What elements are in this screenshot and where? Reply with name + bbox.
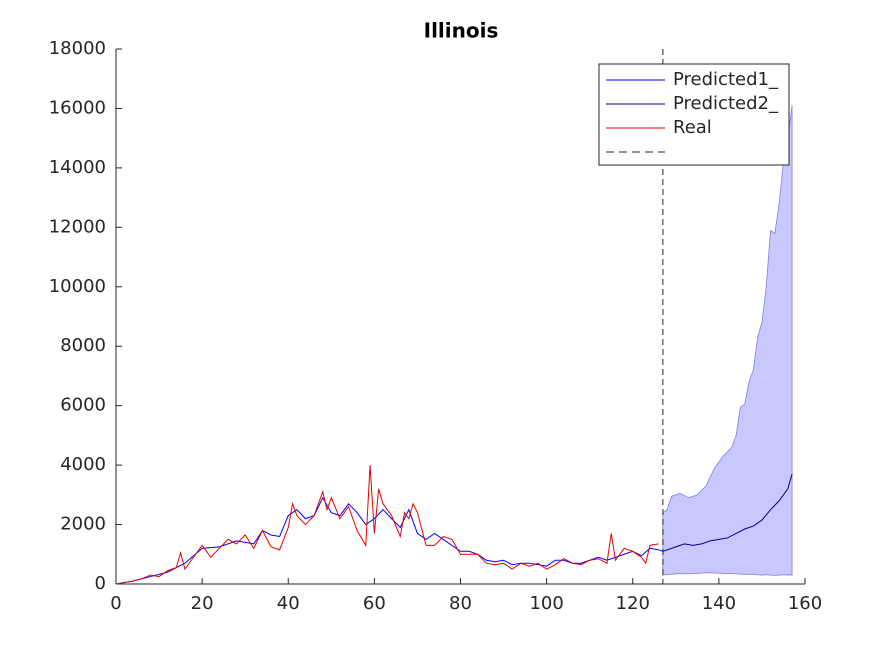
x-tick-label: 60 (363, 593, 386, 614)
legend-label: Predicted1_ (673, 69, 779, 90)
x-tick-label: 140 (702, 593, 736, 614)
legend-box (598, 63, 790, 166)
series-line (115, 465, 659, 585)
legend-label: Real (673, 117, 712, 138)
x-tick-label: 0 (110, 593, 121, 614)
x-tick-label: 20 (191, 593, 214, 614)
y-tick-label: 4000 (60, 454, 106, 475)
confidence-band (662, 105, 793, 576)
y-tick-label: 14000 (49, 157, 106, 178)
legend-label: Predicted2_ (673, 93, 779, 114)
series-line (662, 473, 793, 552)
y-tick-label: 6000 (60, 395, 106, 416)
chart-title: Illinois (424, 19, 499, 43)
y-tick-label: 2000 (60, 514, 106, 535)
y-tick-label: 18000 (49, 38, 106, 59)
x-tick-label: 40 (277, 593, 300, 614)
x-tick-label: 160 (788, 593, 822, 614)
x-tick-label: 100 (529, 593, 563, 614)
x-tick-label: 80 (449, 593, 472, 614)
y-tick-label: 12000 (49, 216, 106, 237)
y-tick-label: 10000 (49, 276, 106, 297)
y-tick-label: 8000 (60, 335, 106, 356)
series-line (115, 496, 664, 585)
y-tick-label: 16000 (49, 97, 106, 118)
x-tick-label: 120 (616, 593, 650, 614)
y-tick-label: 0 (95, 573, 106, 594)
